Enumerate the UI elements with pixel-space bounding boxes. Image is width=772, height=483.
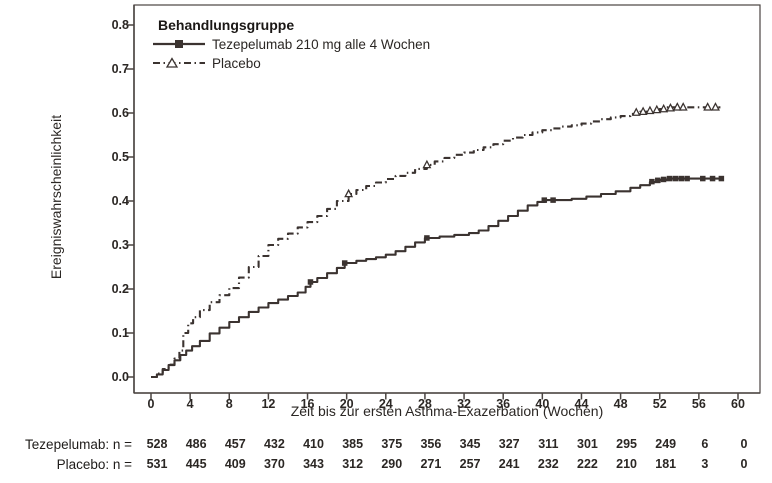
risk-count: 445: [185, 457, 207, 471]
x-tick-label: 40: [535, 397, 550, 411]
y-tick-label: 0.7: [111, 61, 129, 76]
risk-count: 3: [701, 457, 709, 471]
risk-count: 432: [263, 437, 285, 451]
x-tick-label: 56: [691, 397, 706, 411]
risk-count: 528: [146, 437, 168, 451]
risk-count: 290: [381, 457, 403, 471]
y-tick-label: 0.3: [111, 237, 129, 252]
risk-count: 385: [342, 437, 364, 451]
risk-count: 257: [459, 457, 481, 471]
x-axis-title: Zeit bis zur ersten Asthma-Exazerbation …: [290, 403, 604, 419]
y-tick-label: 0.0: [111, 369, 129, 384]
y-tick-label: 0.8: [111, 17, 129, 32]
x-tick-label: 20: [339, 397, 354, 411]
risk-count: 311: [538, 437, 559, 451]
y-tick-label: 0.5: [111, 149, 129, 164]
risk-count: 410: [303, 437, 324, 451]
legend-label-placebo: Placebo: [212, 55, 261, 71]
legend-item-placebo: Placebo: [152, 55, 261, 71]
risk-row-label-placebo: Placebo: n =: [56, 457, 132, 472]
risk-count: 457: [224, 437, 246, 451]
x-tick-label: 8: [225, 397, 233, 411]
risk-count: 271: [420, 457, 442, 471]
risk-count: 249: [655, 437, 677, 451]
risk-count: 232: [537, 457, 559, 471]
risk-count: 295: [616, 437, 638, 451]
risk-count: 222: [577, 457, 598, 471]
y-tick-label: 0.1: [111, 325, 129, 340]
x-tick-label: 36: [496, 397, 511, 411]
risk-count: 370: [263, 457, 285, 471]
legend-item-tezepelumab: Tezepelumab 210 mg alle 4 Wochen: [152, 36, 430, 52]
risk-count: 241: [498, 457, 520, 471]
risk-count: 6: [701, 437, 709, 451]
x-tick-label: 0: [147, 397, 155, 411]
risk-count: 312: [342, 457, 364, 471]
risk-count: 327: [498, 437, 520, 451]
risk-row-label-tezepelumab: Tezepelumab: n =: [25, 437, 132, 452]
risk-count: 181: [655, 457, 677, 471]
legend-title: Behandlungsgruppe: [158, 17, 295, 33]
risk-count: 345: [459, 437, 481, 451]
risk-count: 356: [420, 437, 442, 451]
risk-count: 486: [185, 437, 207, 451]
x-tick-label: 32: [457, 397, 472, 411]
x-tick-label: 24: [378, 397, 393, 411]
y-tick-label: 0.2: [111, 281, 129, 296]
y-tick-label: 0.6: [111, 105, 129, 120]
risk-count: 0: [740, 437, 748, 451]
risk-count: 301: [577, 437, 598, 451]
x-tick-label: 4: [186, 397, 194, 411]
x-tick-label: 12: [261, 397, 276, 411]
x-tick-label: 28: [417, 397, 432, 411]
legend-dashdot-line-triangle-icon: [153, 57, 205, 68]
x-tick-label: 52: [652, 397, 667, 411]
risk-count: 531: [146, 457, 168, 471]
risk-count: 375: [381, 437, 403, 451]
legend-solid-line-square-icon: [153, 40, 205, 48]
risk-count: 409: [224, 457, 246, 471]
risk-count: 0: [740, 457, 748, 471]
risk-count: 343: [303, 457, 324, 471]
x-tick-label: 48: [613, 397, 628, 411]
risk-count: 210: [616, 457, 638, 471]
y-tick-label: 0.4: [111, 193, 129, 208]
legend-label-tezepelumab: Tezepelumab 210 mg alle 4 Wochen: [212, 36, 431, 52]
x-tick-label: 16: [300, 397, 315, 411]
x-tick-label: 44: [574, 397, 589, 411]
x-tick-label: 60: [731, 397, 745, 411]
